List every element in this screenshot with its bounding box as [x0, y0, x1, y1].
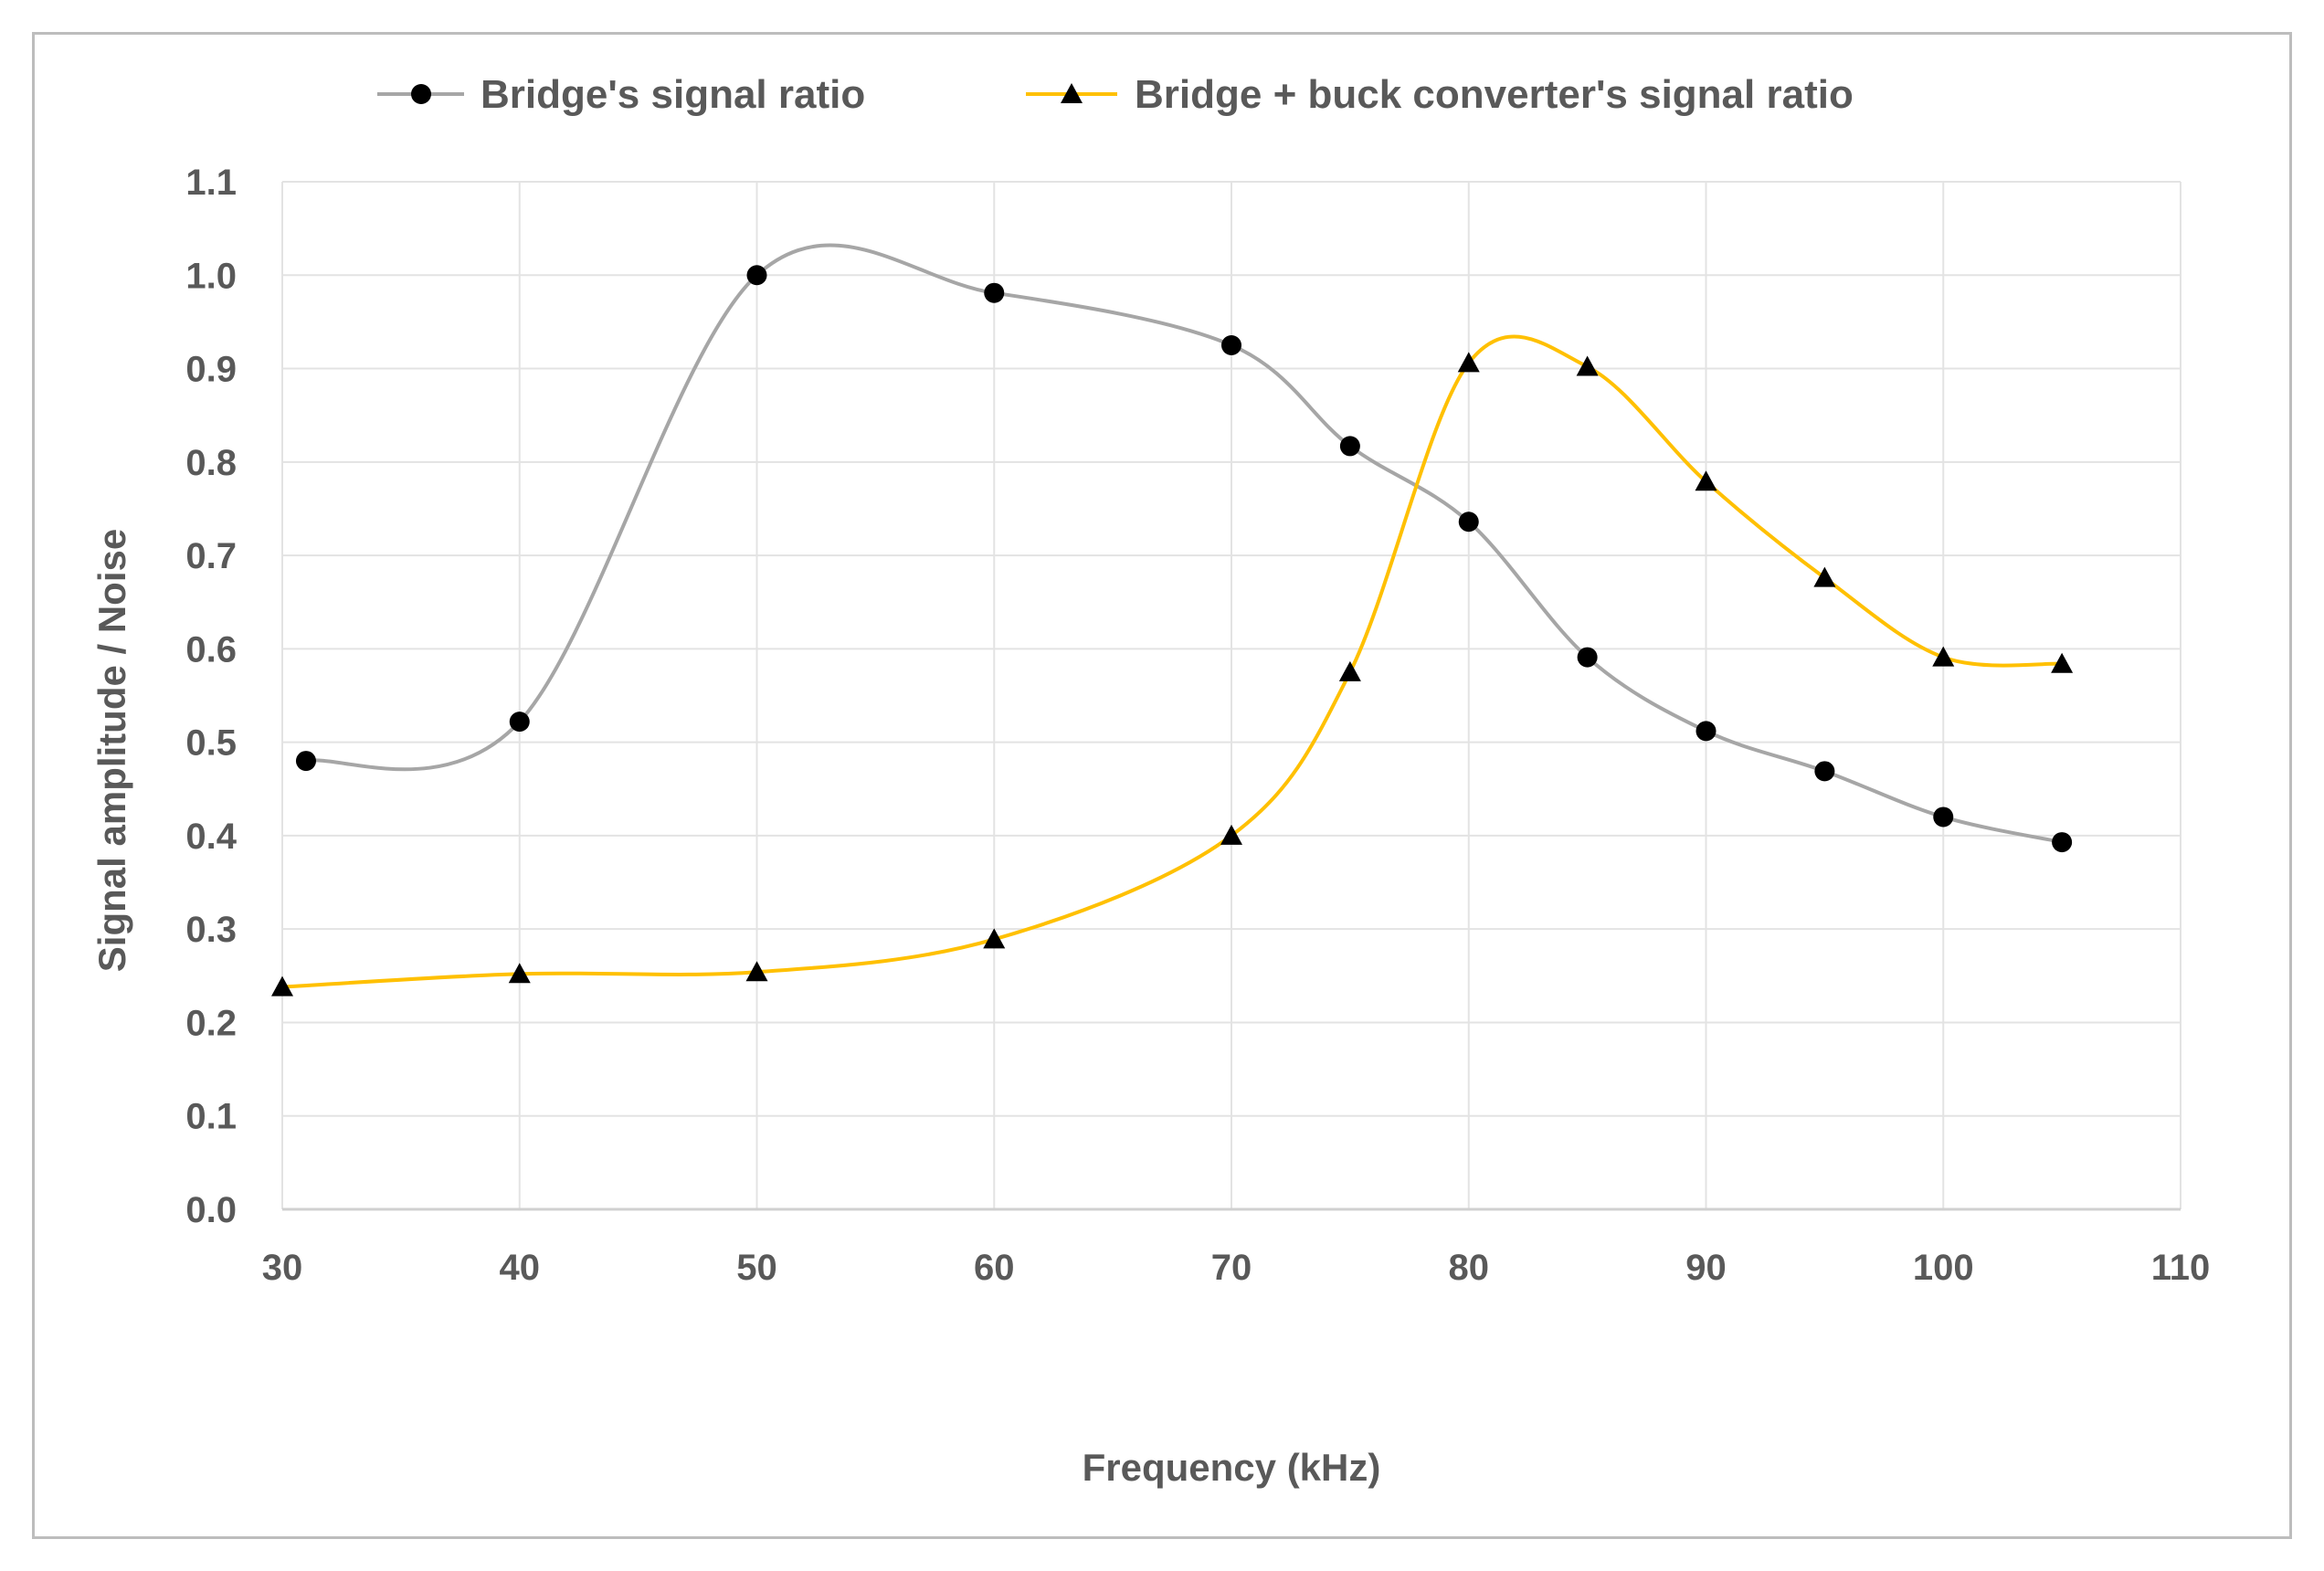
series-line	[305, 243, 2063, 845]
data-point-circle	[295, 751, 316, 772]
x-tick-label: 50	[736, 1248, 777, 1288]
data-point-circle	[984, 282, 1005, 303]
y-tick-label: 0.5	[185, 723, 237, 764]
y-tick-label: 0.2	[185, 1003, 237, 1043]
legend: Bridge's signal ratio Bridge + buck conve…	[377, 72, 1854, 117]
data-point-circle	[509, 712, 530, 733]
x-tick-label: 30	[262, 1248, 303, 1288]
data-point-circle	[746, 265, 767, 286]
x-tick-label: 100	[1913, 1248, 1974, 1288]
data-point-triangle	[508, 963, 531, 984]
series-bridge-buck	[271, 334, 2074, 996]
y-tick-label: 0.1	[185, 1097, 237, 1137]
data-point-circle	[1458, 511, 1479, 532]
legend-item: Bridge's signal ratio	[377, 72, 865, 117]
line-chart: 0.0 0.1 0.2 0.3 0.4 0.5 0.6 0.7 0.8 0.9 1.0 1.1 30 40…	[90, 72, 2210, 1489]
data-point-triangle	[2051, 652, 2074, 673]
x-tick-label: 90	[1685, 1248, 1727, 1288]
series-layer	[271, 243, 2074, 996]
y-tick-label: 0.7	[185, 536, 237, 576]
y-tick-label: 0.3	[185, 910, 237, 950]
x-tick-label: 60	[974, 1248, 1015, 1288]
y-tick-label: 1.0	[185, 256, 237, 296]
data-point-triangle	[1576, 355, 1599, 376]
data-point-triangle	[1220, 824, 1242, 845]
x-tick-label: 110	[2151, 1248, 2211, 1288]
legend-marker-circle	[411, 84, 431, 104]
x-tick-label: 70	[1211, 1248, 1252, 1288]
y-tick-label: 0.9	[185, 350, 237, 390]
y-tick-label: 0.8	[185, 443, 237, 483]
y-tick-label: 1.1	[185, 163, 237, 203]
y-tick-label: 0.6	[185, 629, 237, 670]
data-point-triangle	[1932, 646, 1955, 667]
data-point-triangle	[1695, 470, 1717, 491]
data-point-circle	[1695, 721, 1717, 742]
series-line	[281, 334, 2063, 989]
x-tick-label: 40	[500, 1248, 541, 1288]
data-point-circle	[1814, 761, 1835, 782]
data-point-triangle	[1813, 566, 1836, 587]
legend-item: Bridge + buck converter's signal ratio	[1026, 72, 1854, 117]
x-axis-title: Frequency (kHz)	[1083, 1446, 1381, 1489]
legend-label: Bridge + buck converter's signal ratio	[1135, 72, 1854, 117]
data-point-circle	[1339, 436, 1360, 457]
data-point-triangle	[271, 975, 293, 996]
tick-labels: 0.0 0.1 0.2 0.3 0.4 0.5 0.6 0.7 0.8 0.9 1.0 1.1 30 40…	[185, 163, 2210, 1288]
data-point-circle	[2052, 832, 2073, 853]
x-tick-label: 80	[1449, 1248, 1490, 1288]
legend-marker-triangle	[1061, 83, 1083, 103]
data-point-circle	[1933, 807, 1954, 828]
data-point-triangle	[1457, 352, 1480, 373]
y-axis-title: Signal amplitude / Noise	[90, 529, 133, 972]
data-point-triangle	[745, 961, 768, 982]
gridlines	[281, 181, 2181, 1209]
y-tick-label: 0.4	[185, 817, 237, 857]
series-bridge	[295, 243, 2073, 853]
data-point-circle	[1577, 647, 1598, 668]
data-point-triangle	[983, 928, 1006, 949]
y-tick-label: 0.0	[185, 1190, 237, 1230]
data-point-circle	[1221, 334, 1241, 355]
chart-frame: 0.0 0.1 0.2 0.3 0.4 0.5 0.6 0.7 0.8 0.9 1.0 1.1 30 40…	[32, 32, 2292, 1539]
legend-label: Bridge's signal ratio	[481, 72, 865, 117]
data-point-triangle	[1338, 660, 1361, 681]
